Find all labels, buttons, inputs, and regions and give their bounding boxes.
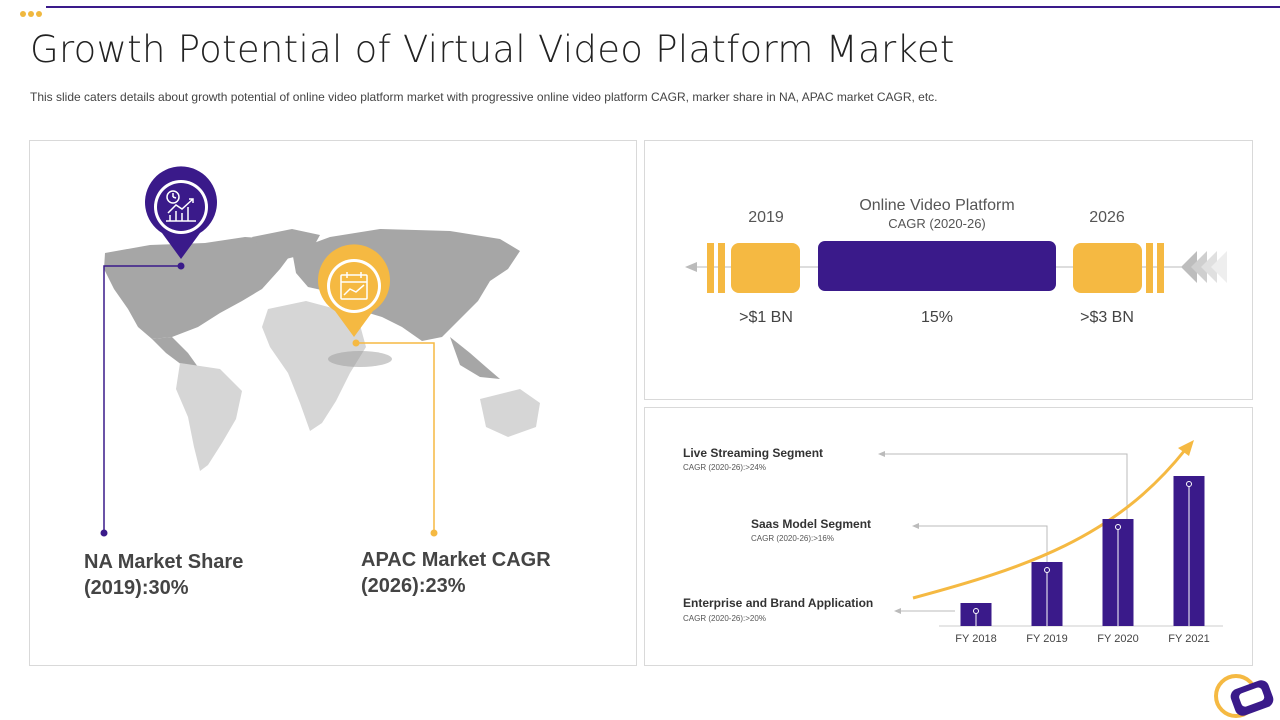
category-label: FY 2020: [1097, 633, 1138, 645]
bar-chart: FY 2018 FY 2019 FY 2020 FY 2021: [878, 440, 1223, 645]
apac-connector-dot-bottom: [430, 529, 438, 537]
na-market-share-line2: (2019):30%: [84, 577, 189, 599]
segment-chart-panel: Live Streaming Segment CAGR (2020-26):>2…: [644, 407, 1253, 666]
segment-sub-saas: CAGR (2020-26):>16%: [751, 534, 834, 543]
growth-curve: [912, 449, 1187, 600]
value-end: >$3 BN: [1080, 309, 1134, 326]
na-connector-dot-bottom: [100, 529, 108, 537]
connector-live: [881, 453, 1128, 520]
bar-marker: [973, 608, 979, 614]
left-stripe-2: [718, 243, 725, 293]
year-start: 2019: [748, 209, 784, 226]
apac-market-cagr-line1: APAC Market CAGR: [361, 549, 551, 571]
value-cagr: 15%: [920, 309, 954, 326]
vr-headset-logo-icon: [1214, 674, 1274, 718]
chevron-4: [1211, 251, 1227, 283]
apac-connector-line: [356, 342, 435, 533]
se-asia-shape: [450, 337, 500, 379]
segment-title-live: Live Streaming Segment: [683, 446, 824, 460]
na-market-share-line1: NA Market Share: [84, 551, 244, 573]
right-stripe-1: [1146, 243, 1153, 293]
segment-title-saas: Saas Model Segment: [751, 517, 872, 531]
connector-saas-arrow: [912, 523, 919, 529]
apac-market-cagr-line2: (2026):23%: [361, 575, 466, 597]
page-subtitle: This slide caters details about growth p…: [30, 90, 938, 104]
north-america-shape: [104, 237, 292, 339]
cagr-timeline-graphic: [685, 241, 1227, 293]
na-location-pin: [145, 166, 217, 259]
category-label: FY 2021: [1168, 633, 1209, 645]
south-america-shape: [176, 363, 242, 471]
australia-shape: [480, 389, 540, 437]
africa-shape: [262, 301, 366, 431]
bar-marker: [1115, 524, 1121, 530]
map-panel: NA Market Share (2019):30% APAC Market C…: [29, 140, 637, 666]
corner-dots: [20, 4, 44, 22]
category-label: FY 2019: [1026, 633, 1067, 645]
pin-shadow: [328, 351, 392, 367]
chevron-2: [1191, 251, 1207, 283]
chevron-1: [1181, 251, 1197, 283]
segment-title-enterprise: Enterprise and Brand Application: [683, 596, 874, 610]
world-map-illustration: [100, 166, 540, 537]
timeline-arrow-head: [685, 262, 697, 272]
cagr-panel: 2019 Online Video Platform CAGR (2020-26…: [644, 140, 1253, 400]
na-connector-line: [103, 265, 181, 533]
clock-growth-icon: [166, 190, 196, 222]
bar-marker: [1044, 567, 1050, 573]
left-stripe-1: [707, 243, 714, 293]
na-connector-dot-top: [177, 262, 185, 270]
top-rule: [46, 6, 1280, 8]
connector-live-arrow: [878, 451, 885, 457]
chevron-3: [1201, 251, 1217, 283]
cagr-heading: Online Video Platform: [859, 197, 1015, 214]
segment-sub-live: CAGR (2020-26):>24%: [683, 463, 766, 472]
connector-enterprise-arrow: [894, 608, 901, 614]
apac-connector-dot-top: [352, 339, 360, 347]
year-end: 2026: [1089, 209, 1125, 226]
start-2019-block: [731, 243, 800, 293]
right-stripe-2: [1157, 243, 1164, 293]
end-2026-block: [1073, 243, 1142, 293]
cagr-subheading: CAGR (2020-26): [888, 216, 986, 231]
value-start: >$1 BN: [739, 309, 793, 326]
apac-location-pin: [317, 244, 391, 337]
bar-marker: [1186, 481, 1192, 487]
page-title: Growth Potential of Virtual Video Platfo…: [30, 28, 955, 71]
calendar-chart-icon: [340, 272, 368, 300]
cagr-block: [818, 241, 1056, 291]
segment-sub-enterprise: CAGR (2020-26):>20%: [683, 614, 766, 623]
category-label: FY 2018: [955, 633, 996, 645]
central-america-shape: [152, 337, 198, 367]
growth-curve-arrow: [1178, 440, 1194, 456]
